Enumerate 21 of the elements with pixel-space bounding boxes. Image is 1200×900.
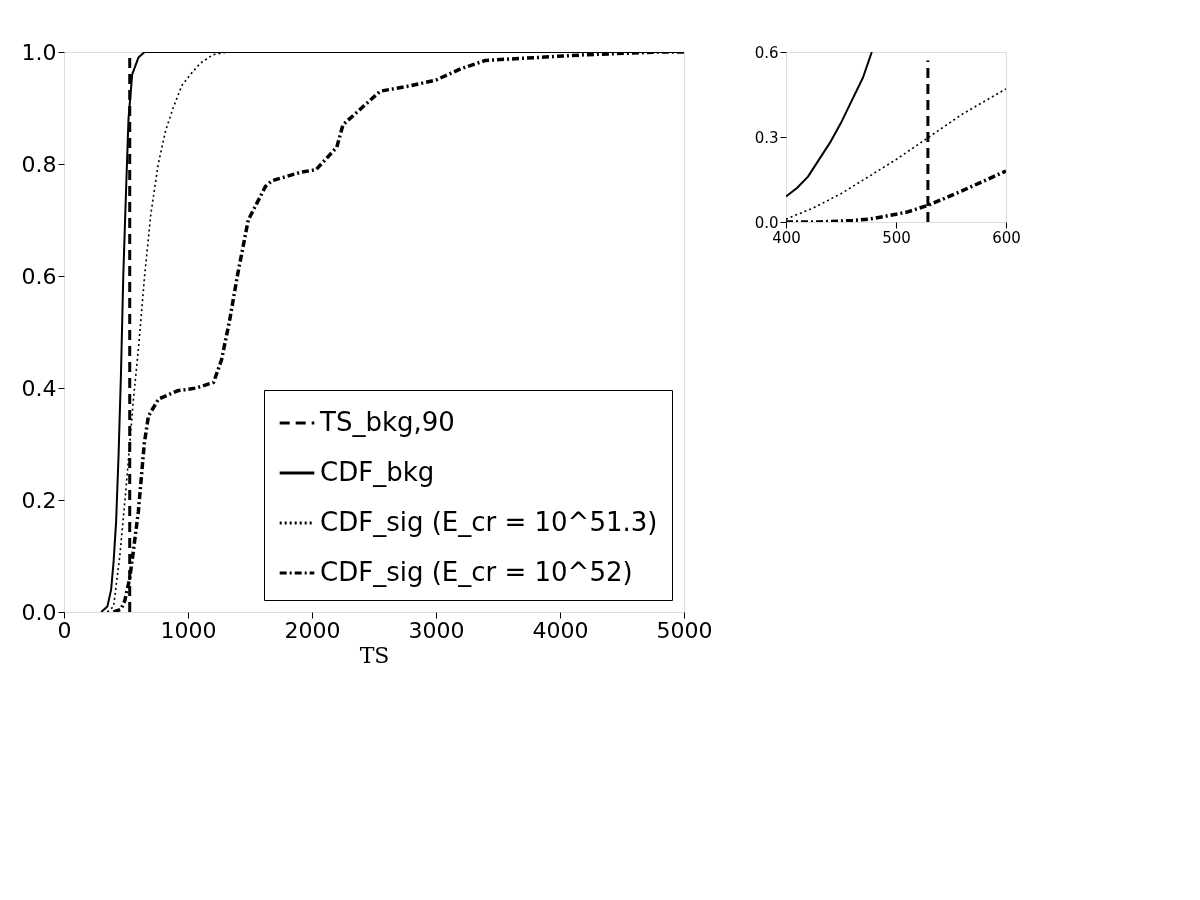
x-tick-label: 2000 (284, 617, 341, 643)
x-tick-label: 600 (992, 228, 1021, 247)
y-tick-label: 0.4 (21, 375, 57, 401)
y-tick-label: 0.3 (754, 128, 779, 147)
y-tick-label: 1.0 (21, 39, 57, 65)
y-tick-label: 0.8 (21, 151, 57, 177)
x-tick-label: 500 (882, 228, 911, 247)
x-tick-label: 3000 (408, 617, 465, 643)
x-tick-label: 4000 (532, 617, 589, 643)
x-tick-label: 5000 (656, 617, 713, 643)
legend-label: TS_bkg,90 (319, 407, 455, 437)
y-tick-label: 0.6 (754, 43, 779, 62)
legend-label: CDF_sig (E_cr = 10^51.3) (320, 507, 658, 537)
x-axis-title: TS (359, 642, 390, 668)
legend-label: CDF_bkg (320, 457, 435, 487)
x-tick-label: 1000 (160, 617, 217, 643)
y-tick-label: 0.2 (21, 487, 57, 513)
legend-label: CDF_sig (E_cr = 10^52) (320, 557, 633, 587)
y-tick-label: 0.6 (21, 263, 57, 289)
x-tick-label: 0 (57, 617, 72, 643)
y-tick-label: 0.0 (21, 599, 57, 625)
